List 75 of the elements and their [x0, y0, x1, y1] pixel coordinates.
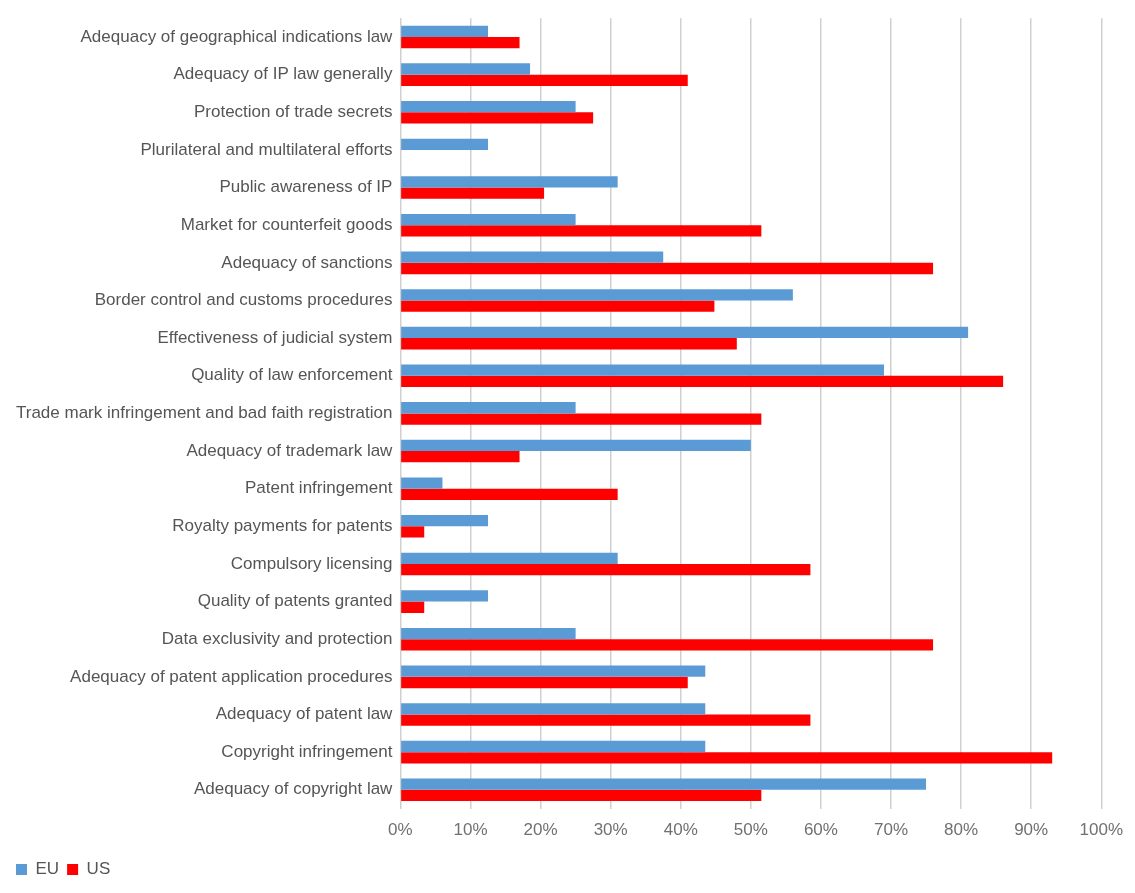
bar: [401, 752, 1053, 764]
bar: [401, 665, 706, 677]
x-tick-label: 60%: [803, 820, 838, 840]
bar: [401, 300, 715, 312]
x-tick-label: 0%: [388, 820, 413, 840]
y-tick-label: Adequacy of sanctions: [221, 252, 393, 272]
bar: [401, 225, 762, 237]
bar: [401, 526, 425, 538]
x-tick-label: 40%: [663, 820, 698, 840]
bar: [401, 778, 927, 790]
bar: [401, 563, 811, 576]
y-tick-label: Quality of patents granted: [197, 591, 393, 611]
y-tick-label: Public awareness of IP: [219, 177, 393, 197]
bar: [401, 338, 737, 350]
x-tick-label: 30%: [593, 820, 628, 840]
bar: [401, 262, 934, 275]
bar: [401, 187, 545, 199]
y-tick-label: Data exclusivity and protection: [161, 628, 393, 648]
y-tick-label: Border control and customs procedures: [94, 290, 393, 310]
bar: [401, 552, 618, 564]
bar: [401, 364, 884, 376]
legend-label: EU: [35, 859, 60, 879]
bar: [401, 25, 489, 38]
y-tick-label: Effectiveness of judicial system: [157, 327, 393, 347]
bar: [401, 413, 762, 425]
y-tick-label: Copyright infringement: [221, 741, 393, 761]
bar: [401, 138, 489, 150]
bar: [401, 601, 425, 613]
legend-label: US: [86, 859, 111, 879]
y-tick-label: Adequacy of patent application procedures: [70, 666, 393, 686]
y-tick-label: Compulsory licensing: [230, 553, 393, 573]
bar: [401, 703, 706, 715]
y-tick-label: Protection of trade secrets: [193, 101, 393, 121]
bar: [401, 477, 443, 489]
bar: [401, 488, 618, 500]
bar: [401, 451, 520, 463]
bar: [401, 590, 489, 602]
bar: [401, 789, 762, 802]
bar: [401, 213, 576, 226]
bar: [401, 439, 751, 452]
x-tick-label: 70%: [873, 820, 909, 840]
y-tick-label: Adequacy of geographical indications law: [80, 26, 394, 46]
bar: [401, 515, 489, 527]
bar: [401, 375, 1004, 388]
bar: [401, 676, 688, 689]
bar: [401, 63, 531, 75]
y-tick-label: Adequacy of patent law: [215, 704, 394, 724]
bar: [401, 289, 793, 301]
bar: [401, 101, 576, 113]
bar: [401, 402, 576, 414]
x-tick-label: 20%: [523, 820, 558, 840]
y-tick-label: Plurilateral and multilateral efforts: [140, 139, 393, 159]
y-tick-label: Quality of law enforcement: [191, 365, 393, 385]
y-tick-label: Adequacy of trademark law: [186, 440, 394, 460]
bar: [401, 326, 969, 339]
y-tick-label: Market for counterfeit goods: [180, 214, 393, 234]
bar: [401, 251, 664, 263]
bar: [401, 74, 688, 86]
bar: [401, 176, 618, 188]
bar: [401, 714, 811, 726]
x-tick-label: 10%: [453, 820, 488, 840]
y-tick-label: Adequacy of IP law generally: [173, 64, 393, 84]
bar: [401, 639, 934, 651]
bar: [401, 112, 594, 124]
x-tick-label: 50%: [733, 820, 768, 840]
x-tick-label: 100%: [1079, 820, 1123, 840]
x-tick-label: 80%: [944, 820, 979, 840]
y-tick-label: Royalty payments for patents: [172, 516, 393, 535]
bar: [401, 37, 520, 49]
bar: [401, 740, 706, 753]
y-tick-label: Patent infringement: [244, 478, 393, 498]
bar: [401, 627, 576, 640]
x-tick-label: 90%: [1014, 820, 1049, 840]
y-tick-label: Adequacy of copyright law: [193, 779, 394, 799]
y-tick-label: Trade mark infringement and bad faith registration: [15, 403, 393, 423]
